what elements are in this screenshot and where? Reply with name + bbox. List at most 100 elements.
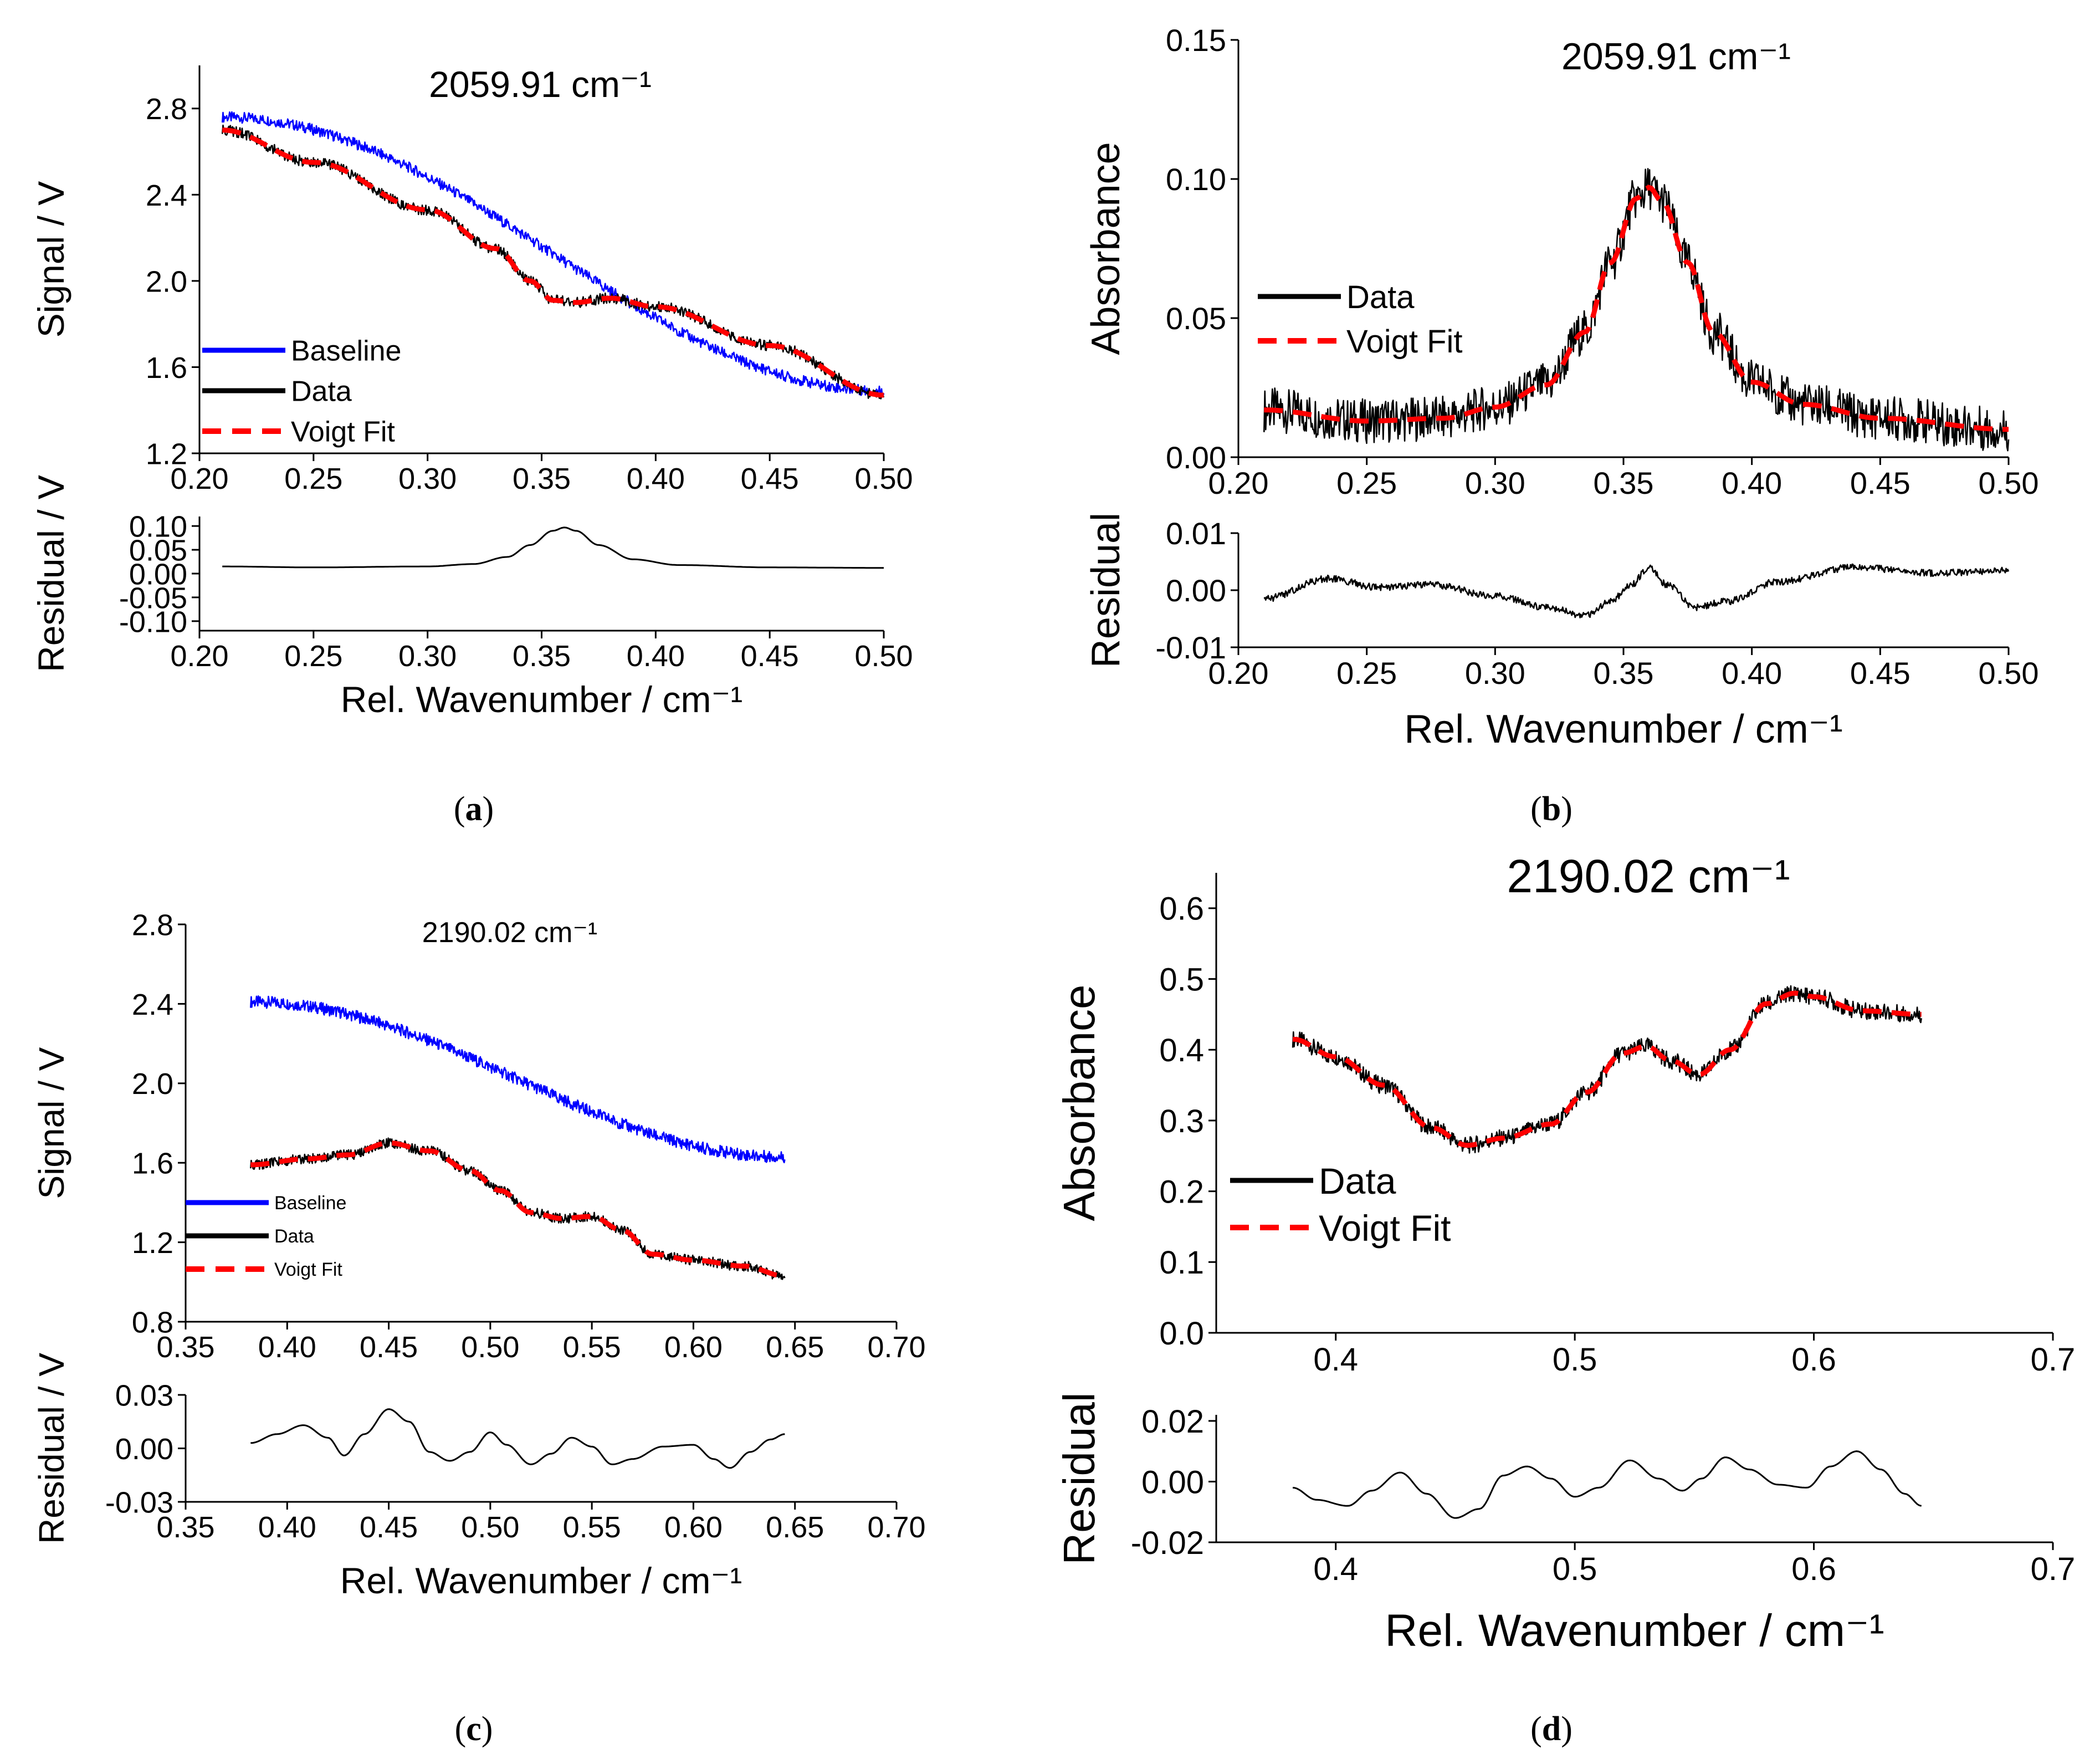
chart-b-series-residual — [1263, 563, 2010, 618]
chart-a-residual-y-tick-label: 0.10 — [129, 510, 187, 544]
charts-layer: 2059.91 cm⁻¹0.20 0.25 0.30 0.35 0.40 0.45 0.50… — [30, 23, 2075, 1656]
chart-b-residual-x-tick-label: 0.35 — [1594, 656, 1654, 691]
chart-a-legend-label: Data — [291, 376, 352, 408]
chart-a-main-y-tick-label: 1.6 — [146, 351, 187, 385]
chart-a-series-baseline — [221, 111, 885, 397]
chart-c-main-y-tick-label: 2.0 — [132, 1067, 173, 1101]
chart-d-main-x-tick-label: 0.6 — [1791, 1342, 1836, 1378]
chart-b-residual-x-tick-label: 0.30 — [1465, 656, 1525, 691]
chart-b-residual-y-tick-label: 0.00 — [1166, 573, 1226, 608]
chart-b: 2059.91 cm⁻¹ 0.20 0.25 0.30 0.35 0.40 0.45 0.50… — [1084, 23, 2039, 751]
chart-a-title: 2059.91 cm⁻¹ — [429, 64, 652, 105]
chart-c-residual-x-tick-label: 0.65 — [766, 1511, 824, 1544]
chart-c-legend-label: Baseline — [274, 1193, 346, 1214]
chart-c-main-y-tick-label: 1.6 — [132, 1147, 173, 1180]
chart-c-series-baseline — [250, 995, 786, 1163]
chart-c-main-x-tick-label: 0.40 — [258, 1331, 316, 1364]
chart-a-legend-label: Voigt Fit — [291, 416, 395, 448]
chart-c-legend-label: Voigt Fit — [274, 1259, 342, 1280]
chart-d-main-x-tick-label: 0.4 — [1313, 1342, 1358, 1378]
chart-b-main-x-tick-label: 0.45 — [1850, 466, 1911, 500]
chart-d-main-x-tick-label: 0.7 — [2031, 1342, 2076, 1378]
chart-c-residual-y-tick-label: 0.03 — [115, 1379, 173, 1412]
chart-b-residual-x-tick-label: 0.25 — [1336, 656, 1397, 691]
chart-c-x-label: Rel. Wavenumber / cm⁻¹ — [340, 1560, 742, 1601]
chart-d-main-x-tick-label: 0.5 — [1553, 1342, 1597, 1378]
chart-b-residual-x-tick-label: 0.20 — [1208, 656, 1269, 691]
chart-d-x-label: Rel. Wavenumber / cm⁻¹ — [1385, 1605, 1884, 1656]
chart-d-residual-x-tick-label: 0.6 — [1791, 1551, 1836, 1587]
chart-a-main-x-tick-label: 0.40 — [627, 462, 685, 495]
chart-d-legend-label: Voigt Fit — [1319, 1208, 1451, 1249]
chart-d-main-y-label: Absorbance — [1054, 985, 1104, 1221]
chart-b-main-y-tick-label: 0.10 — [1166, 162, 1226, 197]
chart-d-residual-y-tick-label: -0.02 — [1131, 1525, 1204, 1561]
chart-b-residual-y-tick-label: 0.01 — [1166, 516, 1226, 551]
chart-c-main-y-tick-label: 1.2 — [132, 1226, 173, 1260]
chart-a-residual-x-tick-label: 0.45 — [741, 640, 799, 673]
chart-c-residual-x-tick-label: 0.35 — [156, 1511, 214, 1544]
chart-a-main-x-tick-label: 0.30 — [398, 462, 457, 495]
chart-c-legend-label: Data — [274, 1226, 314, 1247]
chart-d: 2190.02 cm⁻¹ 0.4 0.5 0.6 0.7 0.0 0.1 0.2 0.3 0.4 0… — [1054, 850, 2075, 1656]
chart-b-series-voigt-fit — [1264, 185, 2009, 432]
chart-c-main-x-tick-label: 0.55 — [563, 1331, 621, 1364]
chart-a-legend-label: Baseline — [291, 335, 401, 367]
chart-b-residual-x-tick-label: 0.50 — [1979, 656, 2039, 691]
chart-b-residual-x-tick-label: 0.45 — [1850, 656, 1911, 691]
chart-c-residual-x-tick-label: 0.40 — [258, 1511, 316, 1544]
chart-d-main-y-tick-label: 0.6 — [1159, 891, 1204, 927]
chart-a-residual-y-tick-label: 0.00 — [129, 558, 187, 591]
chart-a-residual-x-tick-label: 0.35 — [513, 640, 571, 673]
chart-a-series-residual — [222, 526, 884, 569]
chart-c-main-x-tick-label: 0.50 — [461, 1331, 519, 1364]
chart-d-series-voigt-fit — [1292, 990, 1922, 1148]
chart-b-main-y-label: Absorbance — [1084, 142, 1128, 355]
chart-b-main-x-tick-label: 0.30 — [1465, 466, 1525, 500]
chart-c-main-x-tick-label: 0.65 — [766, 1331, 824, 1364]
chart-c-main-y-tick-label: 2.4 — [132, 988, 173, 1021]
chart-d-main-y-tick-label: 0.3 — [1159, 1103, 1204, 1139]
chart-c-residual-x-tick-label: 0.55 — [563, 1511, 621, 1544]
chart-a-residual-y-label: Residual / V — [30, 475, 71, 672]
chart-a-residual-y-tick-label: 0.05 — [129, 534, 187, 567]
chart-b-legend-label: Data — [1346, 279, 1415, 315]
chart-a-main-x-tick-label: 0.20 — [170, 462, 228, 495]
chart-b-main-y-tick-label: 0.15 — [1166, 23, 1226, 58]
caption-d: (d) — [1530, 1710, 1573, 1748]
chart-b-main-x-tick-label: 0.50 — [1979, 466, 2039, 500]
chart-a-main-y-tick-label: 2.0 — [146, 265, 187, 298]
chart-d-main-y-tick-label: 0.1 — [1159, 1245, 1204, 1281]
chart-c-main-y-label: Signal / V — [32, 1047, 71, 1199]
chart-c-residual-x-tick-label: 0.70 — [867, 1511, 925, 1544]
caption-b: (b) — [1530, 790, 1573, 828]
chart-d-main-y-tick-label: 0.4 — [1159, 1032, 1204, 1068]
chart-c-residual-y-tick-label: 0.00 — [115, 1433, 173, 1466]
chart-d-residual-x-tick-label: 0.5 — [1553, 1551, 1597, 1587]
chart-b-main-y-tick-label: 0.05 — [1166, 301, 1226, 336]
chart-b-residual-y-label: Residual — [1084, 513, 1128, 668]
chart-a-residual-y-tick-label: -0.10 — [119, 605, 187, 638]
chart-c-main-x-tick-label: 0.35 — [156, 1331, 214, 1364]
chart-b-x-label: Rel. Wavenumber / cm⁻¹ — [1404, 707, 1843, 751]
chart-b-series-data — [1263, 168, 2010, 452]
chart-c-residual-x-tick-label: 0.50 — [461, 1511, 519, 1544]
chart-c-title: 2190.02 cm⁻¹ — [422, 917, 598, 949]
chart-d-residual-y-label: Residual — [1054, 1392, 1104, 1564]
chart-c-main-y-tick-label: 0.8 — [132, 1306, 173, 1339]
chart-c-main-x-tick-label: 0.60 — [664, 1331, 723, 1364]
chart-a-residual-x-tick-label: 0.40 — [627, 640, 685, 673]
chart-a-residual-x-tick-label: 0.50 — [854, 640, 913, 673]
chart-b-main-x-tick-label: 0.35 — [1594, 466, 1654, 500]
chart-a-main-y-tick-label: 1.2 — [146, 437, 187, 471]
chart-c-series-voigt-fit — [250, 1140, 785, 1279]
chart-c-residual-x-tick-label: 0.60 — [664, 1511, 723, 1544]
chart-a-x-label: Rel. Wavenumber / cm⁻¹ — [341, 679, 743, 720]
chart-a-main-y-label: Signal / V — [30, 181, 71, 338]
chart-c: 2190.02 cm⁻¹ 0.35 0.40 0.45 0.50 0.55 0.60 0.65… — [32, 908, 926, 1601]
chart-a-residual-x-tick-label: 0.30 — [398, 640, 457, 673]
chart-c-main-x-tick-label: 0.70 — [867, 1331, 925, 1364]
chart-a-main-y-tick-label: 2.8 — [146, 93, 187, 126]
chart-a-series-voigt-fit — [222, 127, 884, 398]
